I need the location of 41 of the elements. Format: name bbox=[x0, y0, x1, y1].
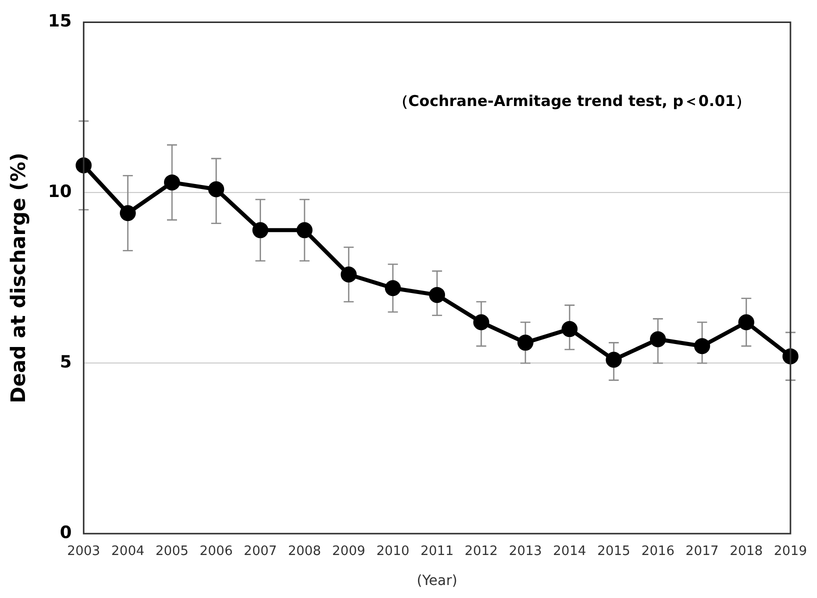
x-tick-label: 2015 bbox=[597, 544, 630, 559]
x-axis-title: (Year) bbox=[416, 573, 458, 590]
x-tick-label: 2010 bbox=[376, 544, 410, 559]
point bbox=[562, 321, 578, 338]
y-tick-label: 0 bbox=[60, 523, 72, 544]
point bbox=[782, 348, 798, 364]
x-tick-label: 2016 bbox=[641, 544, 674, 559]
point bbox=[473, 314, 490, 330]
y-axis-title: Dead at discharge (%) bbox=[6, 152, 30, 404]
y-tick-label: 5 bbox=[60, 352, 72, 373]
point bbox=[76, 157, 92, 174]
x-tick-label: 2011 bbox=[420, 544, 454, 559]
point bbox=[606, 352, 622, 368]
x-tick-label: 2004 bbox=[111, 544, 144, 559]
point bbox=[694, 338, 710, 354]
y-tick-label: 15 bbox=[48, 12, 72, 32]
point bbox=[252, 222, 268, 238]
x-tick-label: 2008 bbox=[288, 544, 322, 559]
x-tick-label: 2009 bbox=[332, 544, 366, 559]
point bbox=[208, 181, 224, 198]
point bbox=[120, 205, 136, 222]
point bbox=[164, 174, 180, 190]
x-tick-label: 2012 bbox=[464, 544, 498, 559]
x-tick-label: 2006 bbox=[200, 544, 233, 559]
point bbox=[384, 280, 401, 296]
x-tick-label: 2018 bbox=[730, 544, 763, 559]
x-tick-label: 2017 bbox=[686, 544, 719, 559]
point bbox=[296, 222, 313, 238]
x-tick-label: 2014 bbox=[553, 544, 586, 559]
x-tick-label: 2005 bbox=[155, 544, 189, 559]
x-tick-label: 2019 bbox=[774, 544, 808, 559]
annotation: （Cochrane-Armitage trend test, p＜0.01） bbox=[393, 92, 750, 110]
x-tick-label: 2013 bbox=[508, 544, 542, 559]
point bbox=[738, 314, 754, 330]
point bbox=[340, 266, 357, 282]
point bbox=[517, 334, 534, 351]
x-tick-label: 2007 bbox=[244, 544, 277, 559]
x-tick-label: 2003 bbox=[67, 544, 100, 559]
y-tick-label: 10 bbox=[48, 182, 72, 202]
point bbox=[429, 286, 446, 303]
point bbox=[650, 331, 666, 348]
